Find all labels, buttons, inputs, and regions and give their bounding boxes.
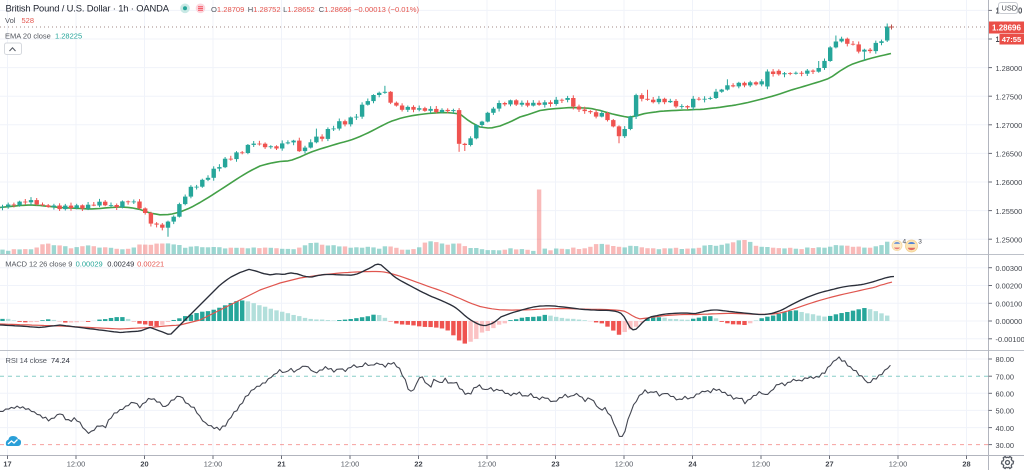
svg-text:-0.00100: -0.00100: [996, 335, 1024, 344]
svg-text:12:00: 12:00: [204, 459, 223, 468]
svg-text:528: 528: [22, 16, 35, 25]
svg-text:H1.28752: H1.28752: [248, 5, 281, 14]
svg-text:1.26000: 1.26000: [996, 178, 1023, 187]
svg-text:30.00: 30.00: [996, 441, 1015, 450]
svg-text:0.00029: 0.00029: [76, 259, 103, 268]
svg-text:12:00: 12:00: [341, 459, 360, 468]
svg-text:60.00: 60.00: [996, 390, 1015, 399]
svg-text:0.00000: 0.00000: [996, 317, 1023, 326]
svg-text:74.24: 74.24: [51, 356, 70, 365]
svg-text:12:00: 12:00: [889, 459, 908, 468]
svg-text:50.00: 50.00: [996, 407, 1015, 416]
svg-text:3: 3: [918, 239, 922, 246]
svg-text:4: 4: [903, 239, 907, 246]
svg-text:0.00100: 0.00100: [996, 300, 1023, 309]
svg-text:1.28696: 1.28696: [992, 24, 1021, 33]
svg-text:0.00221: 0.00221: [137, 259, 164, 268]
svg-text:Vol: Vol: [5, 16, 16, 25]
svg-text:0.00249: 0.00249: [107, 259, 134, 268]
svg-text:1.27500: 1.27500: [996, 92, 1023, 101]
svg-text:British Pound / U.S. Dollar ·: British Pound / U.S. Dollar · 1h · OANDA: [6, 3, 170, 14]
svg-text:12:00: 12:00: [478, 459, 497, 468]
svg-text:1.28225: 1.28225: [55, 31, 82, 40]
svg-text:1.27000: 1.27000: [996, 121, 1023, 130]
svg-text:0.00200: 0.00200: [996, 282, 1023, 291]
svg-text:−0.00013 (−0.01%): −0.00013 (−0.01%): [354, 5, 419, 14]
svg-text:22: 22: [414, 459, 422, 468]
svg-text:23: 23: [551, 459, 559, 468]
svg-text:RSI 14 close: RSI 14 close: [6, 356, 47, 365]
svg-text:1.25500: 1.25500: [996, 207, 1023, 216]
svg-text:C1.28696: C1.28696: [319, 5, 352, 14]
svg-text:USD: USD: [1002, 4, 1018, 13]
svg-text:24: 24: [688, 459, 697, 468]
svg-text:0.00300: 0.00300: [996, 264, 1023, 273]
svg-text:12:00: 12:00: [67, 459, 86, 468]
svg-text:12:00: 12:00: [615, 459, 634, 468]
svg-text:47:55: 47:55: [1002, 35, 1022, 44]
svg-text:21: 21: [277, 459, 285, 468]
svg-text:12:00: 12:00: [752, 459, 771, 468]
svg-text:1.28000: 1.28000: [996, 64, 1023, 73]
svg-text:70.00: 70.00: [996, 372, 1015, 381]
svg-text:EMA 20 close: EMA 20 close: [5, 31, 51, 40]
svg-text:1.26500: 1.26500: [996, 150, 1023, 159]
svg-text:17: 17: [3, 459, 11, 468]
svg-text:80.00: 80.00: [996, 355, 1015, 364]
svg-text:20: 20: [140, 459, 148, 468]
svg-text:40.00: 40.00: [996, 424, 1015, 433]
svg-text:MACD 12 26 close 9: MACD 12 26 close 9: [5, 259, 72, 268]
svg-text:O1.28709: O1.28709: [211, 5, 244, 14]
svg-text:L1.28652: L1.28652: [283, 5, 315, 14]
svg-text:27: 27: [825, 459, 833, 468]
svg-text:28: 28: [962, 459, 970, 468]
svg-text:1.25000: 1.25000: [996, 235, 1023, 244]
